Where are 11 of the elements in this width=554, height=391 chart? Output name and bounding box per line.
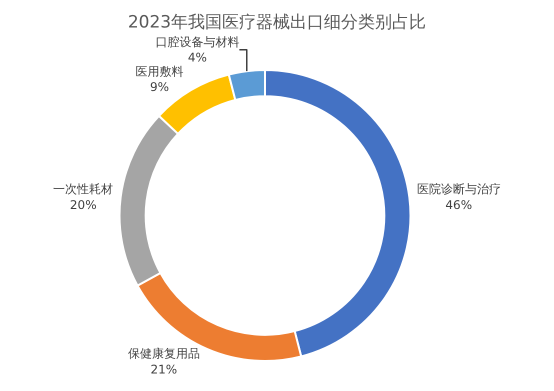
data-label: 21% <box>150 362 178 376</box>
data-label: 46% <box>445 198 472 212</box>
slice-label: 保健康复用品 <box>128 346 200 361</box>
data-label: 9% <box>150 80 170 94</box>
slice-label: 一次性耗材 <box>53 182 114 196</box>
data-label: 20% <box>70 198 97 212</box>
chart-title: 2023年我国医疗器械出口细分类别占比 <box>128 12 426 33</box>
slice-label: 医用敷料 <box>136 64 184 78</box>
data-label: 4% <box>188 50 207 64</box>
slice-label: 口腔设备与材料 <box>155 34 240 49</box>
slice-label: 医院诊断与治疗 <box>416 182 501 196</box>
